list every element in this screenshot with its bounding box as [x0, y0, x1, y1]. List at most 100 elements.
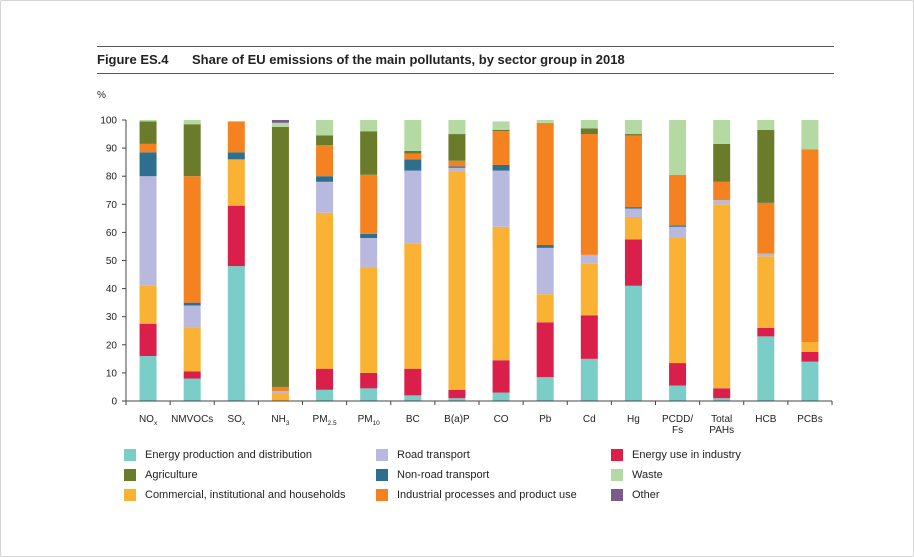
- legend-item: Waste: [611, 468, 663, 482]
- bar-segment: [757, 253, 775, 257]
- bar-segment: [669, 363, 687, 386]
- bar-segment: [271, 386, 289, 392]
- bar-segment: [448, 389, 466, 399]
- bar-segment: [580, 254, 598, 264]
- bar-segment: [580, 315, 598, 359]
- figure-bottom-rule: [97, 73, 834, 74]
- bar-segment: [316, 176, 334, 182]
- y-tick-label: 100: [100, 116, 117, 127]
- y-tick-label: 20: [106, 340, 118, 351]
- bar-segment: [492, 226, 510, 361]
- figure-top-rule: [97, 46, 834, 47]
- bar-segment: [448, 398, 466, 401]
- bar-segment: [360, 233, 378, 239]
- chart-legend: Energy production and distribution Road t…: [124, 448, 824, 510]
- bar-segment: [360, 120, 378, 132]
- bar-segment: [227, 159, 245, 206]
- bar-segment: [183, 120, 201, 125]
- bar-segment: [139, 176, 157, 286]
- bar-segment: [624, 285, 642, 401]
- figure-title: Share of EU emissions of the main pollut…: [192, 52, 625, 67]
- x-tick-label: PCDD/: [662, 414, 693, 425]
- bar-segment: [713, 143, 731, 182]
- bar-segment: [713, 200, 731, 205]
- legend-item: Other: [611, 488, 660, 502]
- bar-segment: [404, 368, 422, 396]
- legend-label: Other: [632, 489, 660, 501]
- bar-segment: [227, 266, 245, 401]
- bar-stack-8: [492, 121, 510, 401]
- bar-segment: [139, 143, 157, 153]
- bar-stack-10: [580, 120, 598, 401]
- bar-segment: [669, 238, 687, 364]
- bar-segment: [713, 120, 731, 144]
- bar-segment: [536, 122, 554, 246]
- bar-segment: [227, 152, 245, 160]
- bar-segment: [536, 247, 554, 295]
- x-tick-label: HCB: [755, 414, 776, 425]
- bar-segment: [404, 395, 422, 401]
- bar-segment: [580, 263, 598, 316]
- legend-swatch: [611, 449, 623, 461]
- bar-segment: [183, 327, 201, 372]
- legend-swatch: [124, 469, 136, 481]
- bar-segment: [316, 368, 334, 390]
- bar-segment: [316, 389, 334, 401]
- legend-swatch: [611, 469, 623, 481]
- bar-segment: [316, 212, 334, 369]
- bar-segment: [580, 128, 598, 135]
- legend-swatch: [611, 489, 623, 501]
- bar-segment: [624, 134, 642, 136]
- bar-segment: [404, 159, 422, 171]
- bar-segment: [448, 171, 466, 390]
- bar-segment: [227, 121, 245, 153]
- bar-stack-3: [271, 120, 289, 401]
- bar-segment: [580, 358, 598, 401]
- legend-label: Waste: [632, 469, 663, 481]
- bar-segment: [492, 392, 510, 401]
- bar-segment: [448, 167, 466, 172]
- bar-segment: [183, 378, 201, 401]
- bar-segment: [448, 134, 466, 161]
- bar-stack-12: [669, 120, 687, 401]
- bar-segment: [801, 120, 819, 150]
- x-tick-label: NOx: [139, 414, 158, 427]
- legend-swatch: [376, 449, 388, 461]
- bar-segment: [139, 120, 157, 122]
- bar-segment: [757, 120, 775, 130]
- legend-swatch: [376, 469, 388, 481]
- y-tick-label: 80: [106, 172, 118, 183]
- bar-segment: [801, 361, 819, 401]
- bar-segment: [757, 202, 775, 254]
- bar-stack-11: [624, 120, 642, 401]
- x-tick-label: CO: [494, 414, 509, 425]
- bar-segment: [271, 122, 289, 128]
- bar-segment: [183, 124, 201, 177]
- bar-segment: [669, 174, 687, 226]
- bar-segment: [536, 120, 554, 123]
- bar-segment: [536, 245, 554, 248]
- x-tick-label: Total: [711, 414, 732, 425]
- bar-segment: [271, 120, 289, 123]
- bar-segment: [404, 243, 422, 369]
- bar-segment: [316, 120, 334, 136]
- bar-segment: [536, 294, 554, 323]
- bar-segment: [801, 149, 819, 342]
- bar-segment: [139, 323, 157, 357]
- bar-segment: [757, 256, 775, 328]
- bar-segment: [580, 120, 598, 129]
- legend-label: Agriculture: [145, 469, 198, 481]
- bar-segment: [360, 174, 378, 234]
- x-tick-label: BC: [406, 414, 420, 425]
- legend-swatch: [124, 449, 136, 461]
- x-tick-label: B(a)P: [444, 414, 470, 425]
- x-tick-label: Cd: [583, 414, 596, 425]
- bar-segment: [624, 120, 642, 135]
- bar-segment: [624, 207, 642, 209]
- bar-stack-9: [536, 120, 554, 401]
- bar-segment: [624, 135, 642, 208]
- bar-segment: [492, 121, 510, 130]
- bar-stack-6: [404, 120, 422, 401]
- bar-segment: [713, 204, 731, 389]
